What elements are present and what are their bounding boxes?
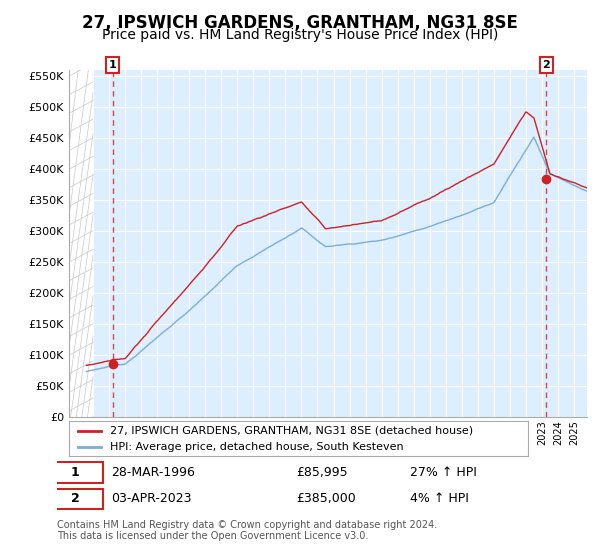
Text: 1: 1	[109, 60, 116, 70]
FancyBboxPatch shape	[49, 463, 103, 483]
Text: 2: 2	[542, 60, 550, 70]
Text: 4% ↑ HPI: 4% ↑ HPI	[410, 492, 469, 506]
Text: 1: 1	[71, 466, 80, 479]
FancyBboxPatch shape	[49, 489, 103, 509]
Text: Price paid vs. HM Land Registry's House Price Index (HPI): Price paid vs. HM Land Registry's House …	[102, 28, 498, 42]
Text: Contains HM Land Registry data © Crown copyright and database right 2024.
This d: Contains HM Land Registry data © Crown c…	[57, 520, 437, 542]
Text: 2: 2	[71, 492, 80, 506]
Text: £385,000: £385,000	[296, 492, 356, 506]
Text: £85,995: £85,995	[296, 466, 348, 479]
Text: HPI: Average price, detached house, South Kesteven: HPI: Average price, detached house, Sout…	[110, 442, 404, 452]
Text: 27% ↑ HPI: 27% ↑ HPI	[410, 466, 477, 479]
Bar	[69, 70, 93, 417]
Text: 27, IPSWICH GARDENS, GRANTHAM, NG31 8SE (detached house): 27, IPSWICH GARDENS, GRANTHAM, NG31 8SE …	[110, 426, 473, 436]
Text: 27, IPSWICH GARDENS, GRANTHAM, NG31 8SE: 27, IPSWICH GARDENS, GRANTHAM, NG31 8SE	[82, 14, 518, 32]
Text: 03-APR-2023: 03-APR-2023	[111, 492, 191, 506]
Text: 28-MAR-1996: 28-MAR-1996	[111, 466, 195, 479]
